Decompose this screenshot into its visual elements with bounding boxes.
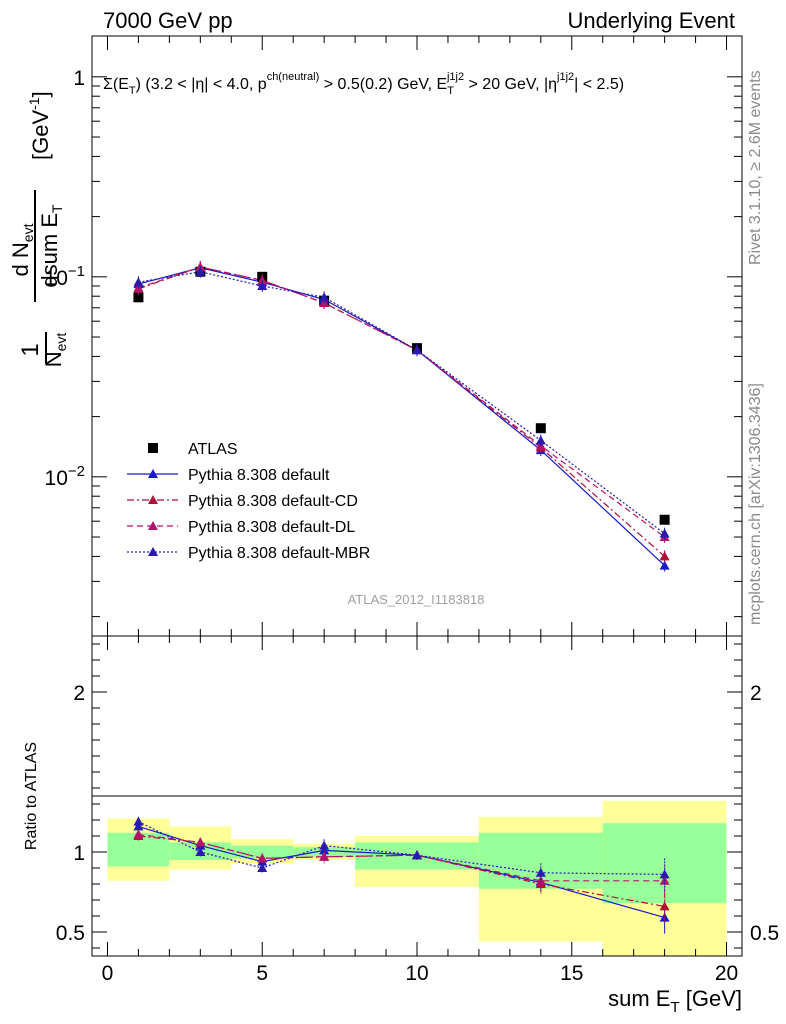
legend-label: Pythia 8.308 default-DL — [188, 519, 355, 536]
ratio-point-mbr — [319, 840, 330, 850]
main-series-marks — [133, 260, 670, 572]
x-tick-label: 10 — [405, 962, 428, 985]
ratio-point-default — [659, 912, 670, 922]
point-data — [659, 514, 670, 525]
legend: ATLAS Pythia 8.308 default Pythia 8.308 de… — [127, 441, 370, 562]
ratio-point-mbr — [257, 863, 268, 872]
ylabel-unit: [GeV-1] — [26, 91, 53, 160]
ratio-y-axis-label: Ratio to ATLAS — [23, 742, 40, 850]
ratio-y-tick-label-right: 0.5 — [750, 922, 779, 945]
point-mbr — [195, 266, 206, 276]
legend-marker — [148, 521, 158, 530]
point-mbr — [133, 277, 144, 287]
ratio-point-dl — [133, 829, 144, 839]
main-y-tick-label: 1 — [73, 67, 85, 90]
ratio-y-tick-label: 2 — [73, 682, 85, 705]
ratio-series-marks — [133, 816, 670, 934]
ratio-point-mbr — [412, 850, 422, 860]
ratio-point-mbr — [195, 847, 206, 856]
header-left: 7000 GeV pp — [103, 8, 233, 33]
main-y-tick-label: 10−1 — [45, 263, 85, 290]
ylabel-nevt: Nevt — [41, 333, 69, 368]
ratio-y-tick-label: 1 — [73, 842, 85, 865]
ratio-point-cd — [659, 901, 670, 911]
legend-item: Pythia 8.308 default-MBR — [127, 545, 370, 562]
main-ticks — [92, 36, 742, 636]
ratio-point-dl — [195, 837, 206, 847]
legend-label: Pythia 8.308 default-MBR — [188, 545, 370, 562]
point-dl — [257, 275, 268, 285]
ratio-y-tick-labels: 0.5 0.5 1 2 2 — [56, 682, 779, 945]
main-y-tick-label: 10−2 — [45, 463, 85, 490]
x-tick-label: 20 — [715, 962, 738, 985]
ylabel-dsum: dsum ET — [37, 204, 65, 288]
ratio-ticks — [92, 636, 742, 956]
ratio-point-mbr — [659, 869, 670, 879]
header-right: Underlying Event — [567, 8, 735, 33]
ratio-uncertainty-bands — [107, 800, 727, 956]
legend-item: Pythia 8.308 default — [127, 467, 330, 484]
legend-label: ATLAS — [188, 441, 238, 458]
legend-label: Pythia 8.308 default — [188, 467, 330, 484]
analysis-label: ATLAS_2012_I1183818 — [348, 592, 485, 607]
ratio-panel: 0.5 0.5 1 2 2 0 5 10 15 20 — [56, 635, 779, 985]
point-data — [535, 423, 546, 434]
point-mbr — [319, 292, 330, 302]
legend-marker — [148, 495, 158, 504]
point-cd — [659, 551, 670, 561]
rivet-version-label: Rivet 3.1.10, ≥ 2.6M events — [747, 70, 764, 265]
point-mbr — [412, 345, 422, 355]
point-data — [133, 292, 144, 303]
point-mbr — [257, 280, 268, 290]
point-mbr — [535, 435, 546, 445]
ylabel-one: 1 — [17, 343, 44, 356]
ratio-y-tick-label-right: 2 — [750, 682, 762, 705]
ratio-y-tick-label: 0.5 — [56, 922, 85, 945]
point-mbr — [659, 528, 670, 538]
legend-label: Pythia 8.308 default-CD — [188, 493, 358, 510]
legend-marker — [148, 547, 158, 556]
ratio-point-dl — [535, 875, 546, 885]
x-tick-label: 5 — [256, 962, 268, 985]
legend-item: ATLAS — [148, 441, 238, 458]
legend-marker — [148, 443, 158, 453]
main-y-tick-labels: 1 10−1 10−2 — [45, 67, 85, 490]
x-tick-label: 15 — [560, 962, 583, 985]
x-tick-labels: 0 5 10 15 20 — [102, 962, 739, 985]
ratio-point-dl — [319, 851, 330, 861]
main-line-cd — [138, 266, 666, 557]
legend-marker — [148, 469, 158, 478]
point-default — [659, 560, 670, 570]
mcplots-label: mcplots.cern.ch [arXiv:1306.3436] — [747, 383, 764, 625]
main-panel: 1 10−1 10−2 Σ(ET) (3.2 < |η| < 4.0, pch(ne… — [45, 35, 743, 637]
x-tick-label: 0 — [102, 962, 114, 985]
x-axis-label: sum ET [GeV] — [608, 986, 742, 1016]
ylabel-dn: d Nevt — [8, 223, 36, 276]
band-inner — [231, 845, 294, 859]
ratio-point-mbr — [133, 816, 144, 826]
legend-item: Pythia 8.308 default-CD — [127, 493, 358, 510]
ratio-point-mbr — [535, 867, 546, 877]
observable-title: Σ(ET) (3.2 < |η| < 4.0, pch(neutral) > 0… — [103, 71, 624, 97]
legend-item: Pythia 8.308 default-DL — [127, 519, 355, 536]
ratio-point-dl — [257, 853, 268, 863]
